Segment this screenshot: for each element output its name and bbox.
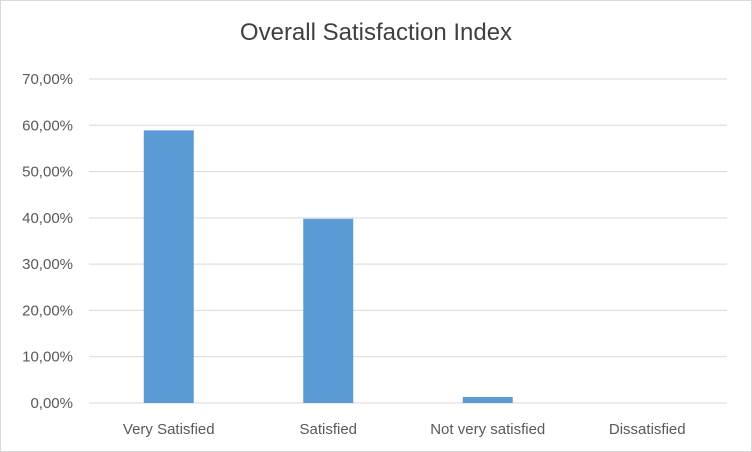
bar — [143, 130, 194, 403]
y-tick-label: 70,00% — [22, 71, 73, 88]
y-tick-label: 10,00% — [22, 349, 73, 366]
y-tick-label: 40,00% — [22, 210, 73, 227]
x-tick-label: Very Satisfied — [123, 421, 215, 438]
x-tick-label: Satisfied — [299, 421, 357, 438]
y-tick-label: 50,00% — [22, 164, 73, 181]
x-tick-label: Not very satisfied — [430, 421, 545, 438]
y-tick-label: 30,00% — [22, 256, 73, 273]
x-tick-label: Dissatisfied — [609, 421, 686, 438]
y-tick-label: 0,00% — [30, 395, 73, 412]
chart-title: Overall Satisfaction Index — [239, 19, 513, 46]
bar — [303, 218, 354, 403]
y-tick-label: 60,00% — [22, 117, 73, 134]
bar — [462, 396, 513, 403]
y-tick-label: 20,00% — [22, 302, 73, 319]
